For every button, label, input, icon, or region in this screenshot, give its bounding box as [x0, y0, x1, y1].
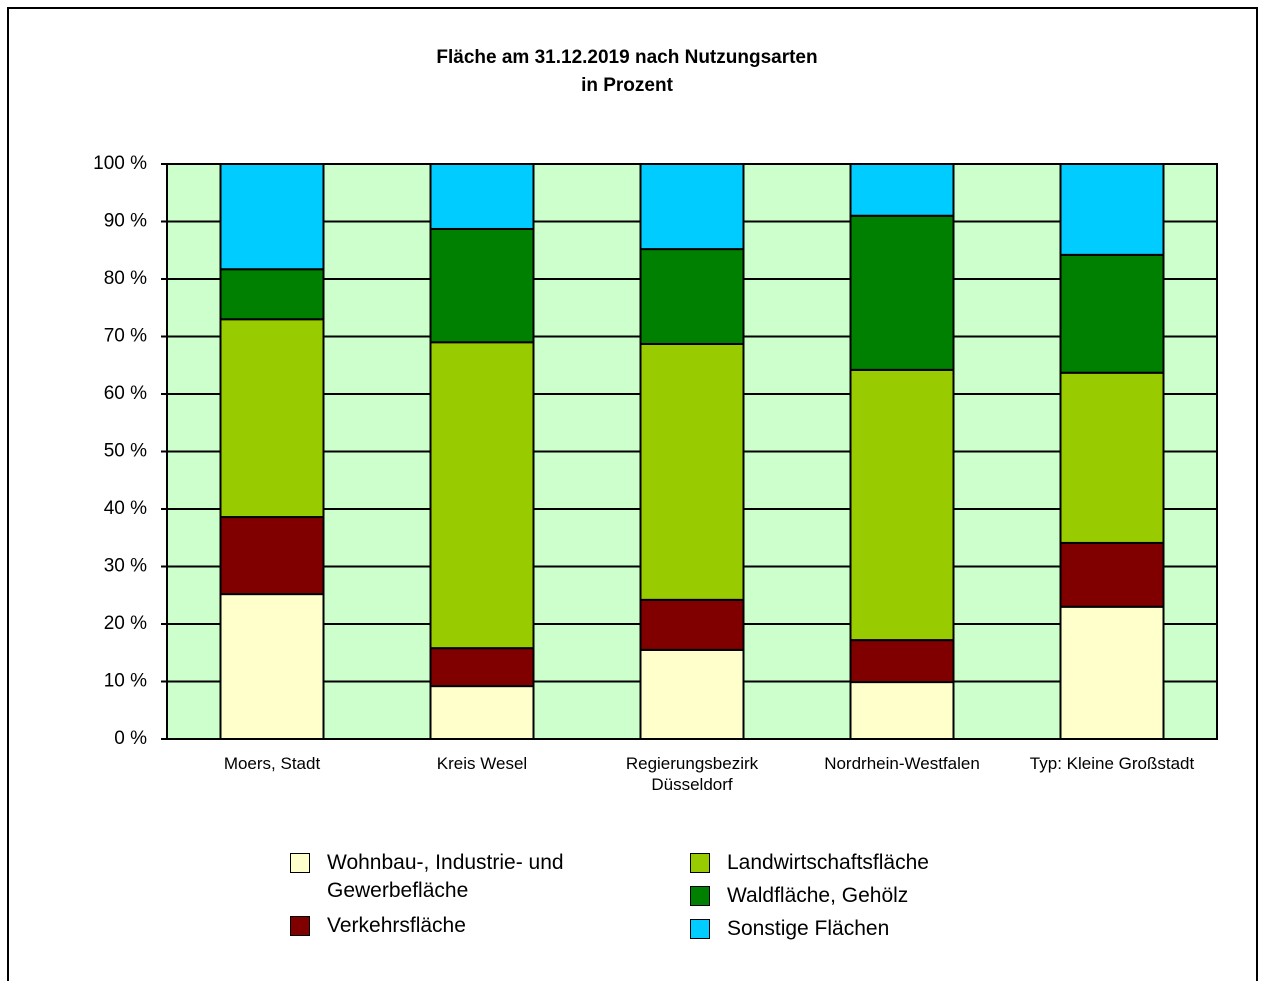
bar-segment	[219, 163, 325, 271]
bar-segment	[849, 214, 955, 371]
bar-segment	[849, 368, 955, 642]
y-tick-label: 60 %	[104, 383, 147, 404]
bar-segment	[639, 598, 745, 651]
bar-segment	[1059, 605, 1165, 740]
y-tick-label: 20 %	[104, 613, 147, 634]
bar-segment	[1059, 541, 1165, 608]
bar-segment	[849, 163, 955, 217]
bar-segment	[639, 248, 745, 345]
legend-label: Landwirtschaftsfläche	[727, 851, 929, 874]
y-tick-label: 90 %	[104, 211, 147, 232]
bar-segment	[219, 516, 325, 596]
y-tick-label: 100 %	[93, 153, 147, 174]
y-tick-label: 10 %	[104, 671, 147, 692]
legend-label: Sonstige Flächen	[727, 917, 890, 940]
bar-segment	[849, 639, 955, 684]
legend-swatch	[290, 916, 310, 936]
chart-subtitle: in Prozent	[581, 75, 674, 96]
x-tick-label: Typ: Kleine Großstadt	[1029, 754, 1195, 773]
x-tick-label: Regierungsbezirk Düsseldorf	[625, 754, 759, 794]
y-tick-label: 0 %	[114, 728, 147, 749]
x-tick-label: Moers, Stadt	[223, 754, 321, 773]
bar-segment	[1059, 371, 1165, 544]
y-tick-label: 70 %	[104, 326, 147, 347]
y-tick-label: 30 %	[104, 556, 147, 577]
y-tick-label: 80 %	[104, 268, 147, 289]
bar-segment	[219, 318, 325, 519]
bar-segment	[1059, 253, 1165, 374]
x-tick-label: Nordrhein-Westfalen	[824, 754, 980, 773]
y-tick-label: 40 %	[104, 498, 147, 519]
bar-segment	[429, 341, 535, 650]
legend-label: Waldfläche, Gehölz	[727, 884, 909, 907]
bar-segment	[1059, 163, 1165, 256]
legend-swatch	[690, 886, 710, 906]
bar-segment	[429, 685, 535, 740]
legend-swatch	[690, 919, 710, 939]
chart-border	[7, 7, 1258, 981]
bar-segment	[219, 593, 325, 740]
bar-segment	[429, 227, 535, 344]
bar-segment	[849, 681, 955, 741]
legend-swatch	[290, 853, 310, 873]
legend-swatch	[690, 853, 710, 873]
bar-segment	[639, 163, 745, 251]
bar-segment	[429, 163, 535, 230]
chart-title: Fläche am 31.12.2019 nach Nutzungsarten	[436, 47, 817, 68]
bar-segment	[639, 342, 745, 601]
x-tick-label: Kreis Wesel	[436, 754, 528, 773]
legend-label: Wohnbau-, Industrie- und Gewerbefläche	[327, 851, 564, 902]
legend-label: Verkehrsfläche	[327, 914, 466, 937]
bar-segment	[429, 647, 535, 688]
y-tick-label: 50 %	[104, 441, 147, 462]
bar-segment	[639, 648, 745, 740]
bar-segment	[219, 268, 325, 321]
